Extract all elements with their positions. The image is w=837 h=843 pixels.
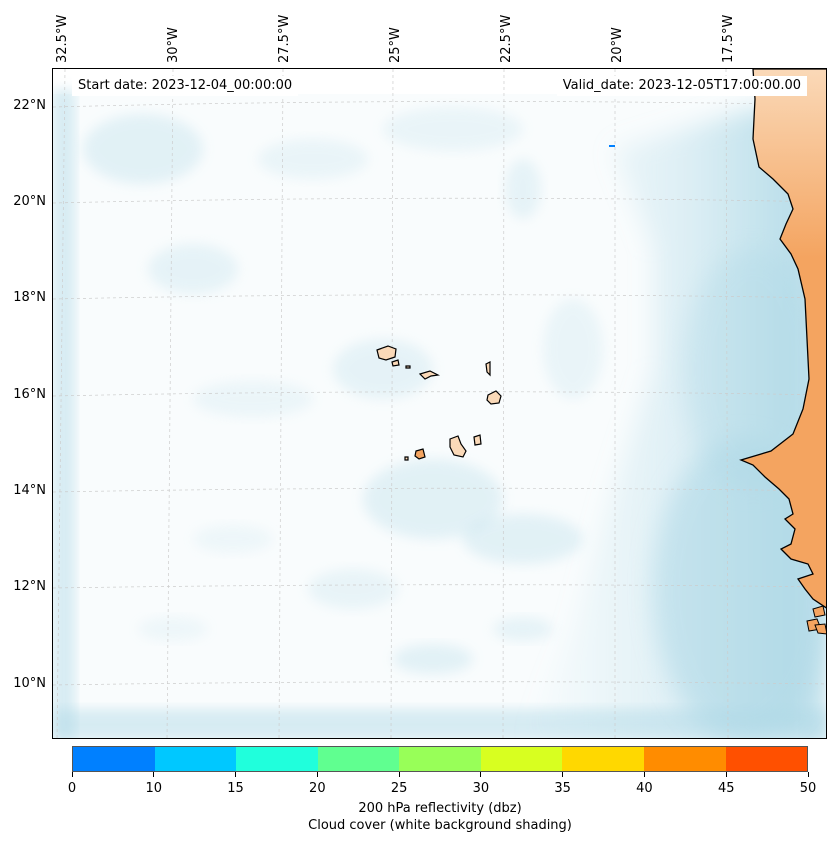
colorbar-tick-mark <box>643 772 645 777</box>
lat-label-22n: 22°N <box>13 98 46 113</box>
colorbar-tick-label: 0 <box>67 781 77 796</box>
island-sal <box>485 361 491 377</box>
colorbar-tick-label: 10 <box>145 781 163 796</box>
reflectivity-echo <box>609 145 615 147</box>
colorbar-tick-mark <box>398 772 400 777</box>
colorbar-segment <box>399 747 481 771</box>
colorbar-tick-mark <box>71 772 73 777</box>
colorbar-tick-label: 20 <box>309 781 326 796</box>
island-sao-nicolau <box>418 370 440 380</box>
lon-label-25w: 25°W <box>388 27 403 63</box>
colorbar-tick-label: 45 <box>717 781 735 796</box>
island-santiago <box>449 435 467 458</box>
colorbar-tick-label: 25 <box>390 781 408 796</box>
colorbar-segment <box>154 747 237 771</box>
colorbar-segment <box>73 747 155 771</box>
island-santo-antao <box>376 345 397 361</box>
africa-coastline <box>739 69 826 609</box>
colorbar-tick-label: 40 <box>636 781 653 796</box>
colorbar-segment <box>480 747 563 771</box>
map-canvas <box>53 69 826 738</box>
lon-label-20w: 20°W <box>610 27 625 63</box>
colorbar-tick-label: 15 <box>227 781 244 796</box>
colorbar-subtitle: Cloud cover (white background shading) <box>308 818 572 833</box>
lat-label-10n: 10°N <box>13 676 46 691</box>
lat-label-14n: 14°N <box>13 483 46 498</box>
colorbar-tick-mark <box>480 772 482 777</box>
lat-label-18n: 18°N <box>13 290 46 305</box>
colorbar-tick-mark <box>807 772 809 777</box>
cloud-cover-layer <box>53 89 826 738</box>
colorbar-segment <box>643 747 726 771</box>
island-fogo <box>414 448 426 460</box>
island-maio <box>473 434 482 446</box>
island-boa-vista <box>486 390 502 405</box>
colorbar-tick-mark <box>316 772 318 777</box>
colorbar-segment <box>562 747 644 771</box>
colorbar-tick-mark <box>725 772 727 777</box>
lat-label-16n: 16°N <box>13 387 46 402</box>
colorbar-tick-label: 35 <box>554 781 571 796</box>
colorbar-tick-mark <box>153 772 155 777</box>
lat-label-20n: 20°N <box>13 194 46 209</box>
colorbar-tick-mark <box>235 772 237 777</box>
colorbar-segment <box>317 747 400 771</box>
lon-label-32-5w: 32.5°W <box>55 14 70 63</box>
colorbar-segment <box>725 747 808 771</box>
colorbar-tick-label: 30 <box>472 781 490 796</box>
bijagos-island <box>814 623 826 635</box>
island-sao-vicente <box>391 359 400 367</box>
colorbar-title: 200 hPa reflectivity (dbz) <box>358 801 522 816</box>
bijagos-island <box>812 605 826 618</box>
island-santa-luzia <box>405 365 411 369</box>
colorbar-tick-mark <box>562 772 564 777</box>
lon-label-27-5w: 27.5°W <box>277 14 292 63</box>
graticule <box>53 69 826 738</box>
valid-date-label: Valid_date: 2023-12-05T17:00:00.00 <box>556 76 807 96</box>
colorbar <box>72 746 808 772</box>
lon-label-17-5w: 17.5°W <box>721 14 736 63</box>
lon-label-30w: 30°W <box>166 27 181 63</box>
colorbar-tick-label: 50 <box>799 781 817 796</box>
lon-label-22-5w: 22.5°W <box>499 14 514 63</box>
start-date-label: Start date: 2023-12-04_00:00:00 <box>72 76 299 96</box>
lat-label-12n: 12°N <box>13 579 46 594</box>
island-brava <box>404 456 409 461</box>
colorbar-segment <box>236 747 318 771</box>
map-panel[interactable] <box>52 68 827 739</box>
cape-verde-islands <box>376 345 502 461</box>
